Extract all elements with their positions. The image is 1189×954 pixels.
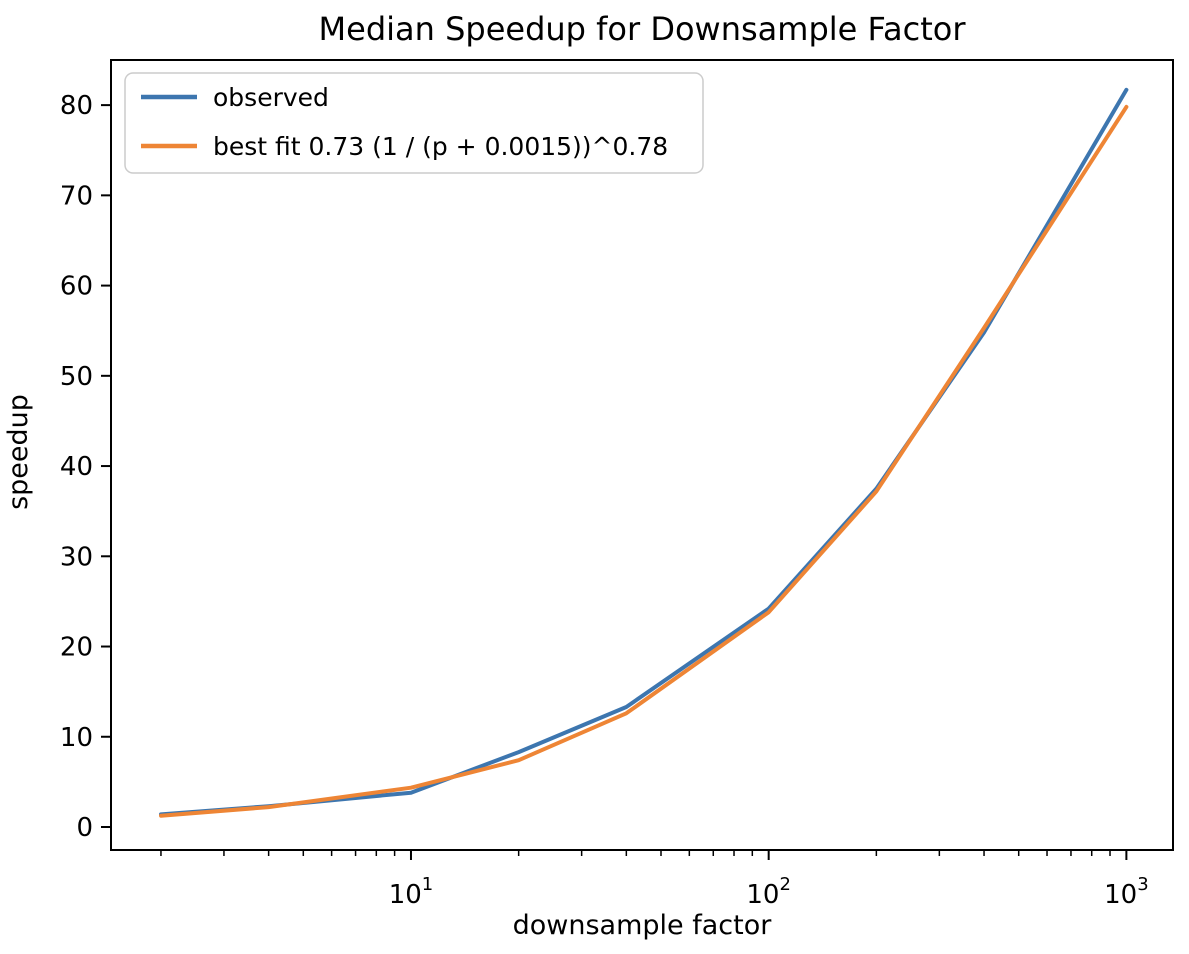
legend-box — [124, 72, 704, 174]
y-tick-label: 30 — [60, 542, 93, 572]
series-line-best-fit — [159, 104, 1129, 818]
y-tick-label: 70 — [60, 181, 93, 211]
chart-title: Median Speedup for Downsample Factor — [319, 10, 967, 48]
legend-label-best-fit: best fit 0.73 (1 / (p + 0.0015))^0.78 — [213, 132, 668, 161]
legend: observed best fit 0.73 (1 / (p + 0.0015)… — [124, 72, 704, 174]
lines-layer — [159, 87, 1129, 818]
legend-label-observed: observed — [213, 83, 329, 112]
y-axis-label: speedup — [3, 394, 34, 510]
y-tick-label: 50 — [60, 362, 93, 392]
y-tick-label: 20 — [60, 633, 93, 663]
series-line-observed — [159, 87, 1129, 817]
y-tick-label: 60 — [60, 272, 93, 302]
y-tick-label: 40 — [60, 452, 93, 482]
y-tick-label: 0 — [76, 813, 93, 843]
y-tick-label: 10 — [60, 723, 93, 753]
x-axis-label: downsample factor — [513, 910, 773, 941]
x-tick-label: 101 — [389, 874, 434, 910]
plot-frame — [110, 59, 1174, 851]
x-tick-label: 102 — [746, 874, 791, 910]
y-tick-label: 80 — [60, 91, 93, 121]
ticks-layer: 0 10 20 30 40 50 60 70 80 101 102 103 — [60, 91, 1149, 910]
x-tick-label: 103 — [1104, 874, 1149, 910]
